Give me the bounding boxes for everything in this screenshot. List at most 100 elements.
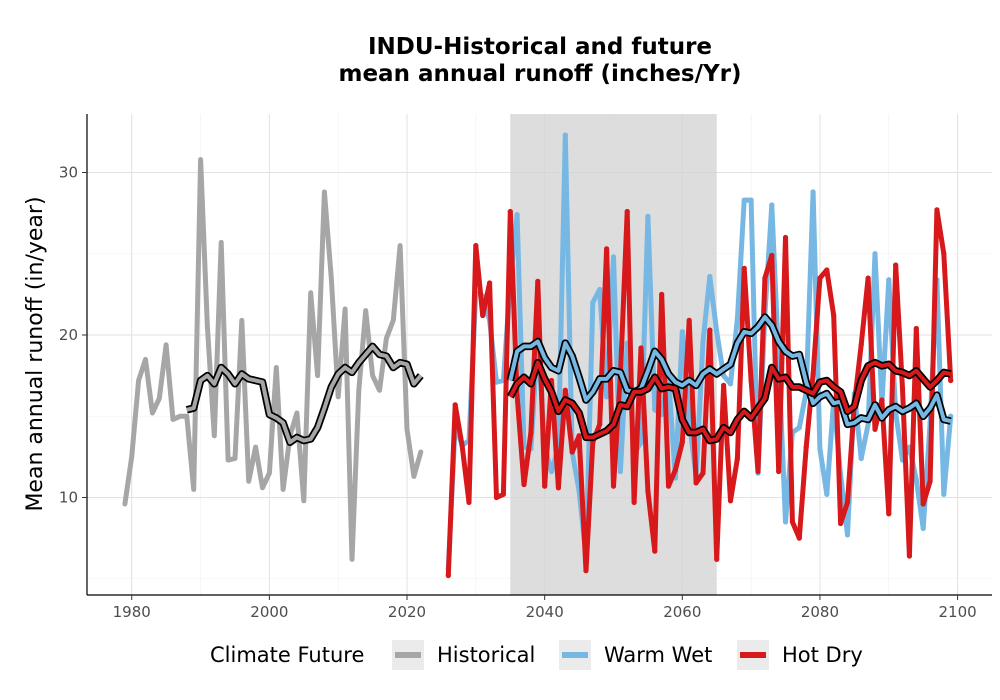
data-point-warm-wet xyxy=(817,446,823,452)
x-tick-label: 2080 xyxy=(801,603,839,621)
smooth-line-historical xyxy=(186,344,423,445)
data-point-hot-dry xyxy=(679,439,685,445)
data-point-hot-dry xyxy=(789,519,796,525)
data-point-hot-dry xyxy=(906,553,913,559)
x-tick-label: 2020 xyxy=(388,603,426,621)
smooth-line-warm-wet xyxy=(508,315,952,427)
chart-title-line1: INDU-Historical and future xyxy=(368,34,712,60)
data-point-hot-dry xyxy=(665,483,672,489)
chart-title-line2: mean annual runoff (inches/Yr) xyxy=(338,61,741,87)
data-point-hot-dry xyxy=(865,275,871,281)
series-line-hot-dry xyxy=(445,207,954,578)
y-tick-label: 10 xyxy=(59,489,78,507)
legend-label-historical: Historical xyxy=(437,643,535,667)
data-point-hot-dry xyxy=(831,312,837,319)
data-point-hot-dry xyxy=(762,275,768,281)
data-point-hot-dry xyxy=(645,488,651,494)
data-point-hot-dry xyxy=(507,208,513,215)
data-point-hot-dry xyxy=(466,499,472,505)
data-point-hot-dry xyxy=(755,468,761,475)
x-tick-label: 2000 xyxy=(250,603,288,621)
data-point-hot-dry xyxy=(459,442,465,449)
x-tick-label: 1980 xyxy=(113,603,151,621)
data-point-hot-dry xyxy=(927,478,933,484)
data-point-hot-dry xyxy=(817,275,823,281)
data-point-hot-dry xyxy=(858,342,864,348)
data-point-hot-dry xyxy=(720,382,727,388)
data-point-warm-wet xyxy=(769,202,775,208)
data-point-hot-dry xyxy=(638,345,644,351)
data-point-warm-wet xyxy=(638,439,644,445)
data-point-hot-dry xyxy=(700,470,706,476)
data-point-hot-dry xyxy=(686,317,692,323)
x-tick-label: 2100 xyxy=(938,603,976,621)
data-point-hot-dry xyxy=(659,291,665,297)
data-point-hot-dry xyxy=(941,251,947,257)
data-point-hot-dry xyxy=(796,535,802,541)
data-point-hot-dry xyxy=(597,421,603,427)
data-point-warm-wet xyxy=(590,299,596,306)
data-point-hot-dry xyxy=(652,548,658,554)
data-point-warm-wet xyxy=(734,316,740,322)
data-point-warm-wet xyxy=(810,189,816,195)
data-point-warm-wet xyxy=(886,277,892,283)
legend: Climate Future Historical Warm Wet Hot D… xyxy=(210,640,863,670)
data-point-warm-wet xyxy=(865,421,871,427)
data-point-hot-dry xyxy=(487,280,493,286)
data-point-hot-dry xyxy=(879,397,885,403)
data-point-warm-wet xyxy=(714,329,720,335)
data-point-warm-wet xyxy=(548,468,555,475)
data-point-hot-dry xyxy=(473,243,479,249)
data-point-hot-dry xyxy=(631,499,637,505)
data-point-hot-dry xyxy=(824,267,830,273)
data-point-hot-dry xyxy=(782,234,789,241)
data-point-warm-wet xyxy=(748,197,754,203)
data-point-hot-dry xyxy=(528,429,534,436)
data-point-hot-dry xyxy=(521,481,527,488)
data-point-hot-dry xyxy=(714,556,720,562)
data-point-hot-dry xyxy=(535,278,541,284)
data-point-hot-dry xyxy=(542,483,548,489)
data-point-warm-wet xyxy=(645,213,651,219)
series-line-historical xyxy=(122,157,424,562)
data-point-hot-dry xyxy=(844,499,851,505)
data-point-hot-dry xyxy=(913,325,919,332)
y-axis-title: Mean annual runoff (in/year) xyxy=(23,196,48,511)
data-point-warm-wet xyxy=(824,491,830,497)
data-point-hot-dry xyxy=(899,386,906,392)
data-point-warm-wet xyxy=(727,381,734,387)
smooth-line-hot-dry xyxy=(508,360,952,443)
data-point-hot-dry xyxy=(493,494,500,501)
data-point-hot-dry xyxy=(748,377,754,384)
data-point-hot-dry xyxy=(693,480,699,486)
data-point-hot-dry xyxy=(672,467,679,473)
y-tick-label: 30 xyxy=(59,164,78,182)
data-point-warm-wet xyxy=(920,525,926,531)
data-point-hot-dry xyxy=(707,327,713,333)
data-point-hot-dry xyxy=(776,468,782,475)
x-tick-label: 2060 xyxy=(663,603,701,621)
data-point-hot-dry xyxy=(624,208,630,215)
data-point-warm-wet xyxy=(597,286,603,293)
data-point-hot-dry xyxy=(583,568,589,574)
data-point-hot-dry xyxy=(480,312,486,319)
data-point-hot-dry xyxy=(610,483,617,489)
data-point-hot-dry xyxy=(886,511,892,517)
data-point-hot-dry xyxy=(562,387,568,393)
data-point-warm-wet xyxy=(796,425,802,431)
data-point-warm-wet xyxy=(514,212,520,218)
data-point-hot-dry xyxy=(872,426,878,432)
data-point-warm-wet xyxy=(782,519,789,525)
data-point-hot-dry xyxy=(803,444,809,450)
data-point-hot-dry xyxy=(893,262,899,268)
data-point-hot-dry xyxy=(769,252,775,258)
data-point-hot-dry xyxy=(948,377,954,384)
data-point-hot-dry xyxy=(741,265,747,271)
data-point-warm-wet xyxy=(700,338,706,345)
data-point-warm-wet xyxy=(741,197,747,203)
data-point-hot-dry xyxy=(920,501,926,507)
data-point-warm-wet xyxy=(679,329,685,335)
data-point-hot-dry xyxy=(576,433,582,439)
y-tick-label: 20 xyxy=(59,326,78,344)
